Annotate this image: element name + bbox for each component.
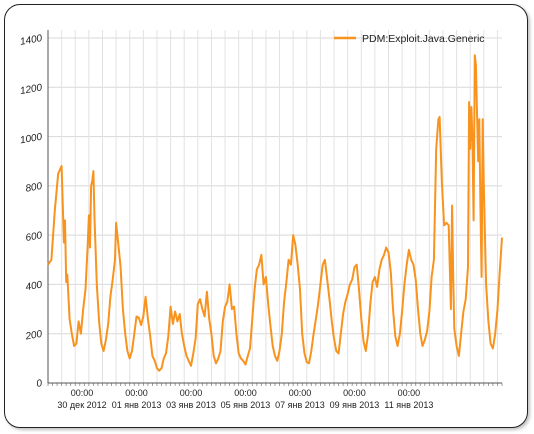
axes (47, 30, 503, 386)
series-line[interactable] (47, 54, 503, 372)
x-tick-time: 00:00 (125, 388, 148, 398)
y-tick-label: 1200 (19, 82, 43, 97)
y-tick-label: 0 (36, 378, 44, 390)
y-tick-label: 1000 (19, 132, 43, 147)
legend[interactable]: PDM:Exploit.Java.Generic (334, 33, 485, 45)
y-tick-label: 400 (25, 279, 44, 293)
y-tick-label: 200 (24, 329, 44, 343)
y-tick-label: 800 (25, 181, 44, 195)
y-tick-label: 600 (25, 230, 44, 244)
x-tick-date: 05 янв 2013 (221, 400, 271, 410)
series-layer (47, 54, 503, 372)
x-tick-date: 01 янв 2013 (112, 400, 162, 410)
x-tick-date: 30 дек 2012 (57, 400, 106, 410)
x-tick-time: 00:00 (180, 388, 203, 398)
x-tick-time: 00:00 (289, 388, 312, 398)
x-axis-ticks: 00:00 30 дек 2012 00:00 01 янв 2013 00:00 03 … (57, 388, 433, 410)
x-tick-date: 03 янв 2013 (166, 400, 216, 410)
x-tick-date: 09 янв 2013 (330, 400, 380, 410)
x-tick-time: 00:00 (71, 388, 94, 398)
x-tick-time: 00:00 (343, 388, 366, 398)
x-tick-date: 07 янв 2013 (275, 400, 325, 410)
y-axis-ticks: 0 200 400 600 800 1000 1200 1400 (19, 33, 43, 390)
x-tick-date: 11 янв 2013 (384, 400, 433, 410)
grid-lines (47, 30, 502, 383)
legend-label: PDM:Exploit.Java.Generic (362, 33, 485, 45)
y-tick-label: 1400 (19, 33, 43, 48)
x-tick-time: 00:00 (398, 388, 421, 398)
x-tick-time: 00:00 (234, 388, 257, 398)
